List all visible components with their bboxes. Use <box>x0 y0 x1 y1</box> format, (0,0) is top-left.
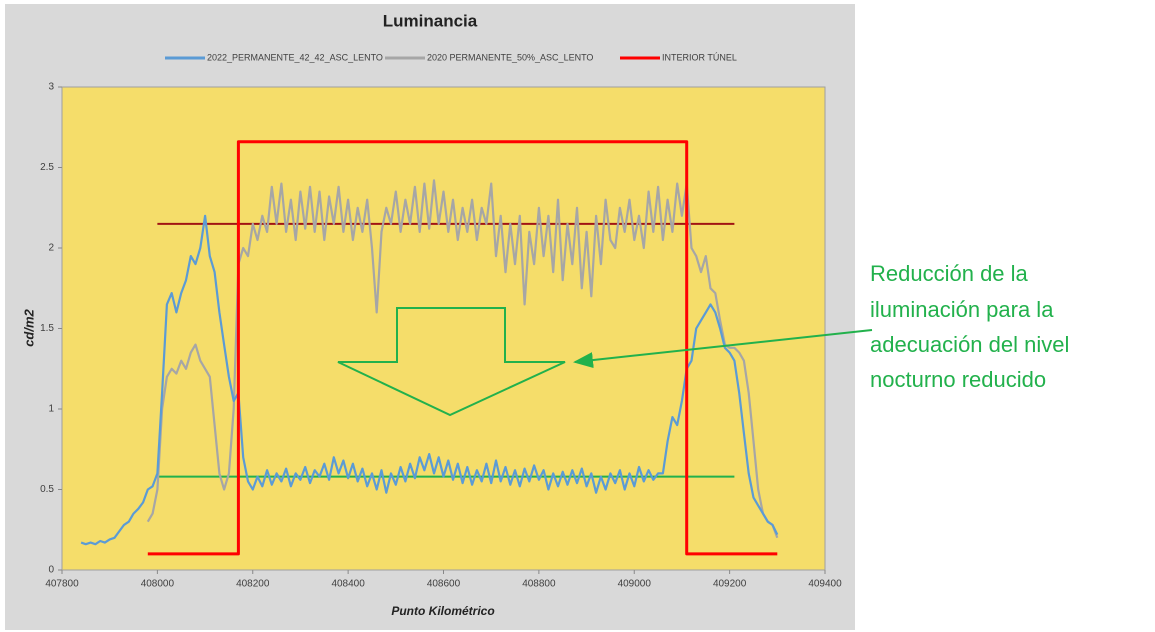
x-tick-label: 407800 <box>45 579 79 590</box>
x-tick-label: 408600 <box>427 579 461 590</box>
x-tick-label: 408800 <box>522 579 556 590</box>
x-tick-label: 408200 <box>236 579 270 590</box>
annotation-line: Reducción de la <box>870 261 1029 286</box>
series-line <box>80 214 779 546</box>
annotation-line: adecuación del nivel <box>870 332 1069 357</box>
series-line <box>147 140 778 556</box>
x-tick-label: 409400 <box>808 579 842 590</box>
annotation-line: iluminación para la <box>870 297 1054 322</box>
x-tick-label: 409200 <box>713 579 747 590</box>
y-tick-label: 1 <box>48 404 54 415</box>
x-axis-title: Punto Kilométrico <box>391 604 494 618</box>
annotation-line: nocturno reducido <box>870 367 1046 392</box>
y-tick-label: 2 <box>48 243 54 254</box>
x-tick-label: 409000 <box>618 579 652 590</box>
chart-title: Luminancia <box>383 11 478 30</box>
y-tick-label: 1.5 <box>40 323 54 334</box>
down-arrow <box>337 307 566 417</box>
y-tick-label: 3 <box>48 82 54 93</box>
x-tick-label: 408000 <box>141 579 175 590</box>
y-tick-label: 0 <box>48 565 54 576</box>
y-tick-label: 0.5 <box>40 484 54 495</box>
legend-label: 2020 PERMANENTE_50%_ASC_LENTO <box>427 52 593 62</box>
series-line <box>146 179 779 539</box>
legend-label: INTERIOR TÚNEL <box>662 52 737 62</box>
legend-label: 2022_PERMANENTE_42_42_ASC_LENTO <box>207 52 383 62</box>
y-axis-title: cd/m2 <box>21 308 36 346</box>
plot-area <box>61 86 826 571</box>
pointer-arrow <box>573 329 873 369</box>
x-tick-label: 408400 <box>331 579 365 590</box>
y-tick-label: 2.5 <box>40 162 54 173</box>
